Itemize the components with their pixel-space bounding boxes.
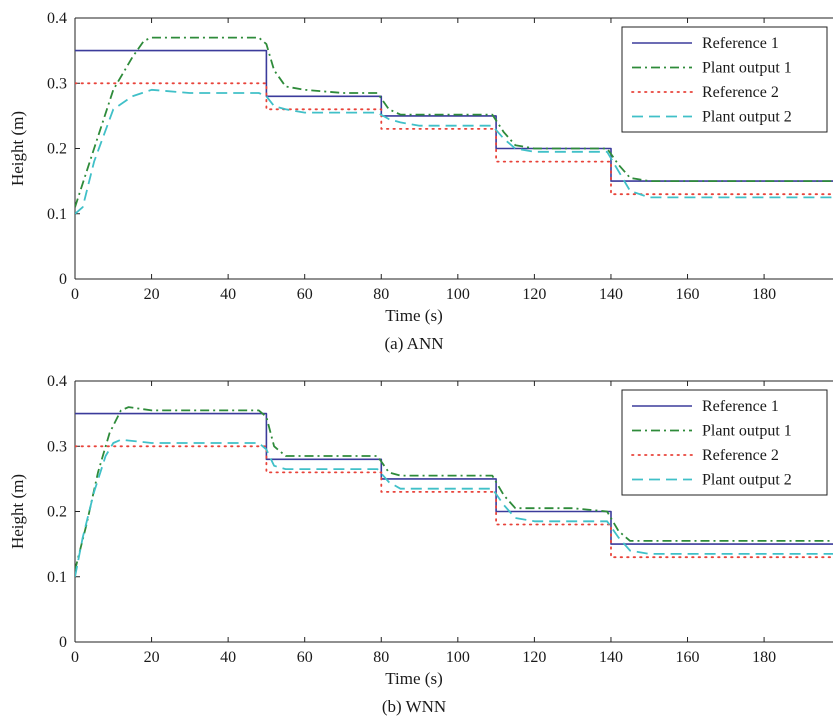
y-tick-label: 0.3 <box>47 438 67 455</box>
legend-label: Reference 2 <box>702 84 779 101</box>
x-tick-label: 0 <box>71 286 79 303</box>
legend-label: Plant output 2 <box>702 472 792 489</box>
x-tick-label: 160 <box>676 286 700 303</box>
y-axis-label: Height (m) <box>8 474 27 549</box>
x-tick-label: 120 <box>522 286 546 303</box>
x-tick-label: 20 <box>144 649 160 666</box>
x-tick-label: 40 <box>220 649 236 666</box>
x-tick-label: 40 <box>220 286 236 303</box>
legend-label: Reference 1 <box>702 398 779 415</box>
legend-label: Reference 2 <box>702 447 779 464</box>
legend-label: Plant output 2 <box>702 109 792 126</box>
series-group <box>75 36 833 215</box>
x-tick-label: 0 <box>71 649 79 666</box>
y-tick-label: 0.1 <box>47 206 67 223</box>
legend-label: Plant output 1 <box>702 60 792 77</box>
series-line-2 <box>75 406 833 571</box>
series-line-4 <box>75 438 833 577</box>
x-tick-label: 20 <box>144 286 160 303</box>
legend-label: Plant output 1 <box>702 423 792 440</box>
x-axis-label: Time (s) <box>385 306 442 325</box>
y-tick-label: 0.4 <box>47 373 67 390</box>
x-tick-label: 140 <box>599 649 623 666</box>
x-tick-label: 180 <box>752 286 776 303</box>
x-tick-label: 80 <box>373 286 389 303</box>
series-line-4 <box>75 88 833 215</box>
y-tick-label: 0 <box>59 271 67 288</box>
y-tick-label: 0.1 <box>47 569 67 586</box>
x-tick-label: 100 <box>446 286 470 303</box>
x-tick-label: 140 <box>599 286 623 303</box>
x-tick-label: 160 <box>676 649 700 666</box>
y-tick-label: 0.2 <box>47 141 67 158</box>
chart-caption: (b) WNN <box>382 697 446 716</box>
chart-caption: (a) ANN <box>384 334 443 353</box>
y-tick-label: 0.4 <box>47 10 67 27</box>
y-tick-label: 0.3 <box>47 75 67 92</box>
y-tick-label: 0.2 <box>47 504 67 521</box>
legend-label: Reference 1 <box>702 35 779 52</box>
x-tick-label: 80 <box>373 649 389 666</box>
legend-box <box>621 26 828 133</box>
chart-panel-2: 0 20 40 60 80 100 120 140 160 180 0 0.1 0.2 0.3 0.4 Tim… <box>8 373 833 716</box>
legend: Reference 1 Plant output 1 Reference 2 Plan… <box>621 389 828 496</box>
legend-box <box>621 389 828 496</box>
y-axis-label: Height (m) <box>8 111 27 186</box>
series-line-3 <box>75 445 833 559</box>
x-tick-label: 180 <box>752 649 776 666</box>
series-line-2 <box>75 36 833 208</box>
chart-panel-1: 0 20 40 60 80 100 120 140 160 180 0 0.1 0.2 0.3 0.4 Tim… <box>8 10 833 353</box>
x-tick-label: 60 <box>297 649 313 666</box>
series-line-3 <box>75 82 833 196</box>
y-tick-label: 0 <box>59 634 67 651</box>
series-group <box>75 406 833 577</box>
x-tick-label: 60 <box>297 286 313 303</box>
x-tick-label: 120 <box>522 649 546 666</box>
legend: Reference 1 Plant output 1 Reference 2 Plan… <box>621 26 828 133</box>
x-tick-label: 100 <box>446 649 470 666</box>
x-axis-label: Time (s) <box>385 669 442 688</box>
